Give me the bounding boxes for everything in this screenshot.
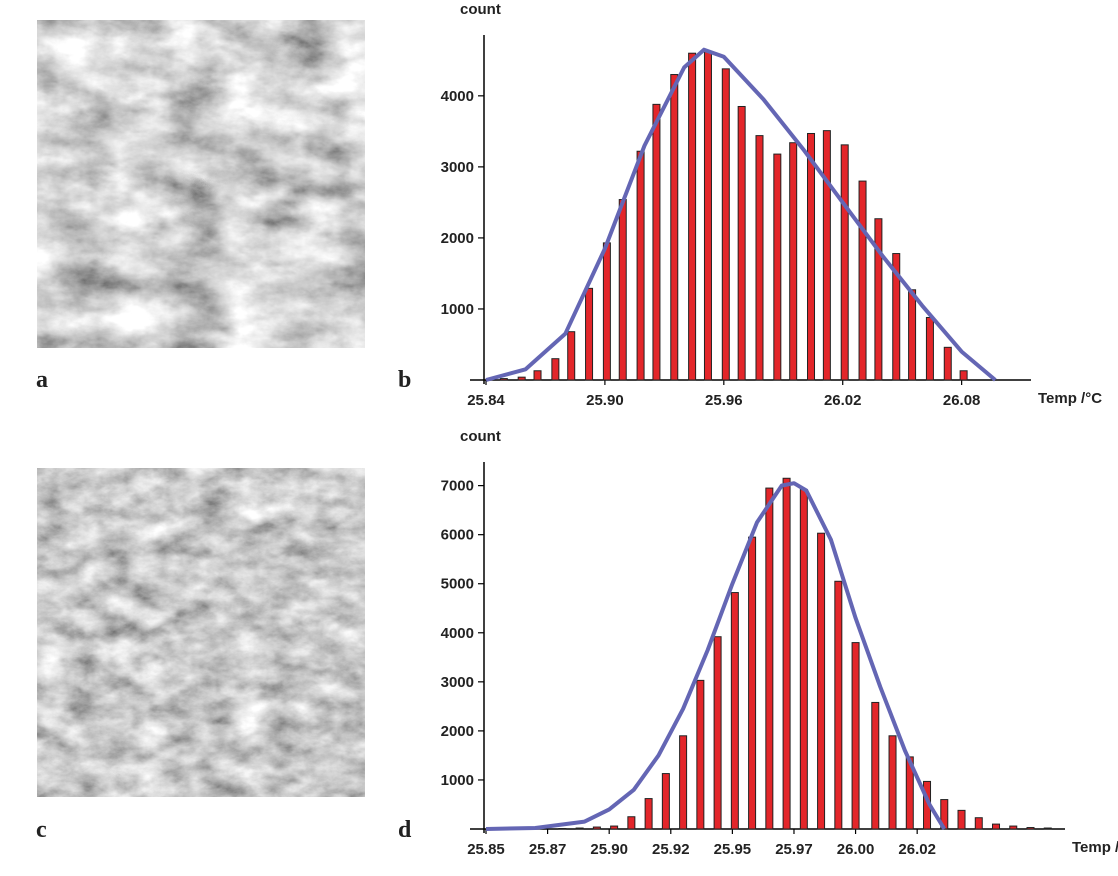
bar	[593, 827, 600, 829]
panel-label: c	[36, 817, 47, 843]
x-tick-label: 26.02	[824, 392, 862, 409]
bar	[662, 774, 669, 829]
bar	[859, 181, 866, 380]
bar	[790, 143, 797, 380]
bar	[774, 154, 781, 380]
panel-label: a	[36, 367, 48, 393]
bar	[680, 736, 687, 829]
y-tick-label: 1000	[441, 772, 474, 789]
bar	[586, 288, 593, 380]
bar	[852, 643, 859, 829]
y-tick-label: 4000	[441, 88, 474, 105]
x-tick-label: 25.85	[467, 841, 505, 858]
bar	[611, 826, 618, 829]
y-tick-label: 7000	[441, 478, 474, 495]
x-tick-label: 25.90	[586, 392, 624, 409]
bar	[518, 377, 525, 380]
bar	[841, 145, 848, 380]
bar	[689, 53, 696, 380]
bar	[653, 104, 660, 380]
bar	[714, 637, 721, 829]
bar	[645, 799, 652, 829]
bar	[872, 702, 879, 829]
bar	[603, 243, 610, 380]
bar	[722, 69, 729, 380]
x-tick-label: 25.97	[775, 841, 813, 858]
bar	[704, 52, 711, 380]
x-axis-title: Temp /°C	[1038, 390, 1102, 407]
bar	[909, 290, 916, 380]
bar	[500, 379, 507, 380]
bar	[808, 133, 815, 380]
bar	[552, 359, 559, 380]
bar	[835, 581, 842, 829]
bar	[697, 680, 704, 829]
photo	[37, 20, 365, 348]
bar	[671, 75, 678, 380]
bar	[619, 200, 626, 380]
bar	[975, 818, 982, 829]
bar	[637, 151, 644, 380]
bar	[628, 817, 635, 829]
y-axis-title: count	[460, 428, 501, 445]
x-tick-label: 25.95	[714, 841, 752, 858]
bar	[875, 219, 882, 380]
y-axis-title: count	[460, 1, 501, 18]
bar	[926, 317, 933, 380]
bar	[731, 593, 738, 829]
y-tick-label: 1000	[441, 301, 474, 318]
bar	[738, 106, 745, 380]
x-tick-label: 26.00	[837, 841, 875, 858]
x-tick-label: 25.84	[467, 392, 505, 409]
y-tick-label: 2000	[441, 723, 474, 740]
bar	[783, 478, 790, 829]
bar	[756, 136, 763, 380]
x-axis-title: Temp /°C	[1072, 839, 1118, 856]
bar	[1027, 828, 1034, 829]
bar	[576, 828, 583, 829]
bar	[944, 347, 951, 380]
bar	[749, 537, 756, 829]
y-tick-label: 4000	[441, 625, 474, 642]
bar	[1010, 826, 1017, 829]
x-tick-label: 26.08	[943, 392, 981, 409]
y-tick-label: 5000	[441, 576, 474, 593]
bar	[958, 810, 965, 829]
y-tick-label: 2000	[441, 230, 474, 247]
bar	[766, 488, 773, 829]
y-tick-label: 3000	[441, 159, 474, 176]
bar	[823, 131, 830, 380]
bar	[993, 824, 1000, 829]
panel-label: d	[398, 817, 412, 843]
bar	[1044, 828, 1051, 829]
x-tick-label: 25.96	[705, 392, 743, 409]
bar	[960, 371, 967, 380]
x-tick-label: 25.92	[652, 841, 690, 858]
x-tick-label: 25.87	[529, 841, 567, 858]
y-tick-label: 3000	[441, 674, 474, 691]
bar	[534, 371, 541, 380]
x-tick-label: 25.90	[590, 841, 628, 858]
bar	[889, 736, 896, 829]
x-tick-label: 26.02	[898, 841, 936, 858]
y-tick-label: 6000	[441, 527, 474, 544]
bar	[800, 490, 807, 829]
bar	[568, 332, 575, 380]
panel-label: b	[398, 367, 411, 393]
photo	[37, 468, 365, 797]
bar	[818, 533, 825, 829]
